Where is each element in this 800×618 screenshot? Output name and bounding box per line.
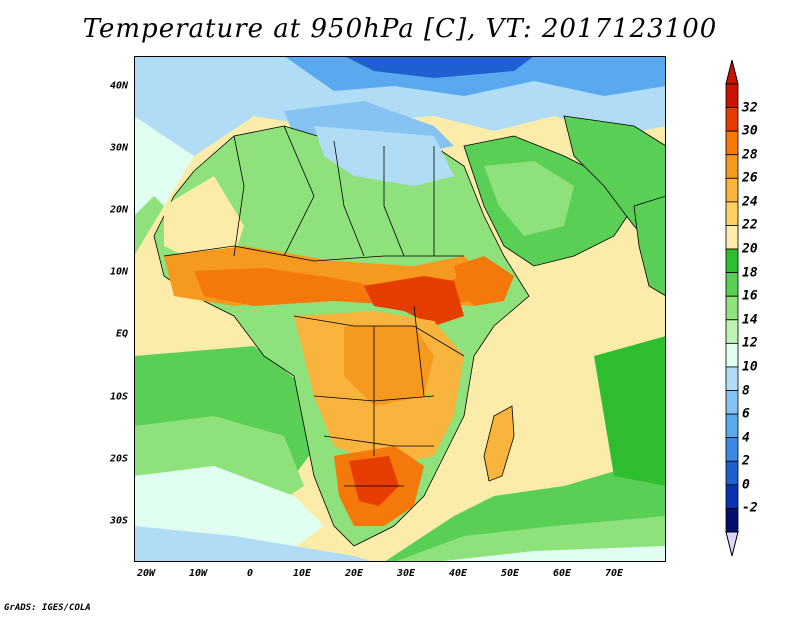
x-tick-label: 30E: [396, 568, 416, 579]
colorbar-tick-label: 2: [742, 453, 750, 469]
x-tick-label: 10W: [188, 568, 208, 579]
colorbar-tick-label: 32: [742, 100, 758, 116]
colorbar-cell: [725, 319, 739, 344]
colorbar-cell: [725, 201, 739, 226]
x-tick-label: 20E: [344, 568, 364, 579]
colorbar-tick-label: 12: [742, 335, 758, 351]
colorbar-cell: [725, 177, 739, 203]
colorbar-tick-label: 4: [742, 430, 750, 446]
north-coldest-band: [344, 56, 534, 78]
arabia-mild: [484, 161, 574, 236]
x-tick-label: 0: [246, 568, 254, 579]
x-tick-label: 50E: [500, 568, 520, 579]
southern-ocean-cool: [134, 526, 374, 562]
kalahari-core: [349, 456, 399, 506]
colorbar-tick-label: 14: [742, 312, 758, 328]
colorbar-cell: [725, 272, 739, 297]
y-tick-label: 20S: [109, 453, 128, 465]
colorbar-tick-label: 28: [742, 147, 758, 163]
colorbar-cell: [725, 342, 739, 368]
x-tick-label: 20W: [136, 568, 156, 579]
y-tick-label: 40N: [109, 80, 128, 92]
central-inner: [344, 326, 434, 406]
colorbar-bottom-arrow: [725, 531, 739, 557]
india-land: [633, 195, 666, 297]
colorbar-tick-label: 16: [742, 288, 758, 304]
southern-ocean-mild: [434, 546, 666, 562]
colorbar-tick-label: 0: [742, 477, 750, 493]
colorbar-tick-label: 8: [742, 383, 750, 399]
colorbar-cell: [725, 413, 739, 439]
colorbar-cell: [725, 460, 739, 486]
colorbar-cell: [725, 225, 739, 250]
east-africa-hot: [364, 276, 464, 326]
country-borders: [163, 125, 465, 487]
map-frame: [134, 56, 666, 562]
colorbar-cell: [725, 508, 739, 533]
colorbar-cell: [725, 248, 739, 274]
colorbar-tick-label: 20: [742, 241, 758, 257]
ethiopia-highlands: [454, 256, 514, 306]
map-plot-area: [134, 56, 666, 562]
colorbar-cell: [725, 437, 739, 462]
y-tick-label: 30S: [109, 515, 128, 527]
colorbar-cell: [725, 366, 739, 391]
colorbar-tick-label: 22: [742, 217, 758, 233]
colorbar-tick-label: 30: [742, 123, 758, 139]
y-tick-label: 10N: [109, 266, 128, 278]
colorbar-cell: [725, 295, 739, 321]
atlantic-north-mild: [134, 116, 194, 226]
madagascar-land: [483, 405, 515, 482]
colorbar-tick-label: -2: [742, 500, 758, 516]
footer-credit: GrADS: IGES/COLA: [4, 603, 91, 613]
x-tick-label: 10E: [292, 568, 312, 579]
colorbar-top-arrow: [725, 59, 739, 85]
colorbar-cell: [725, 107, 739, 132]
colorbar-cell: [725, 484, 739, 509]
sahara-warm-west: [164, 176, 244, 261]
atlantic-mild-band: [134, 196, 164, 256]
y-tick-label: EQ: [115, 328, 128, 340]
colorbar-tick-label: 26: [742, 170, 758, 186]
colorbar-cell: [725, 390, 739, 415]
colorbar: [725, 59, 739, 557]
colorbar-tick-label: 18: [742, 265, 758, 281]
x-tick-label: 70E: [604, 568, 624, 579]
colorbar-cell: [725, 154, 739, 179]
north-cool-region: [134, 56, 666, 216]
colorbar-tick-label: 6: [742, 406, 750, 422]
y-tick-label: 10S: [109, 391, 128, 403]
y-tick-label: 20N: [109, 204, 128, 216]
chart-title: Temperature at 950hPa [C], VT: 201712310…: [82, 14, 718, 44]
x-tick-label: 60E: [552, 568, 572, 579]
x-tick-label: 40E: [448, 568, 468, 579]
indian-ocean-right-green: [594, 336, 666, 486]
colorbar-cell: [725, 130, 739, 156]
colorbar-tick-label: 10: [742, 359, 758, 375]
colorbar-tick-label: 24: [742, 194, 758, 210]
colorbar-cell: [725, 83, 739, 108]
y-tick-label: 30N: [109, 142, 128, 154]
